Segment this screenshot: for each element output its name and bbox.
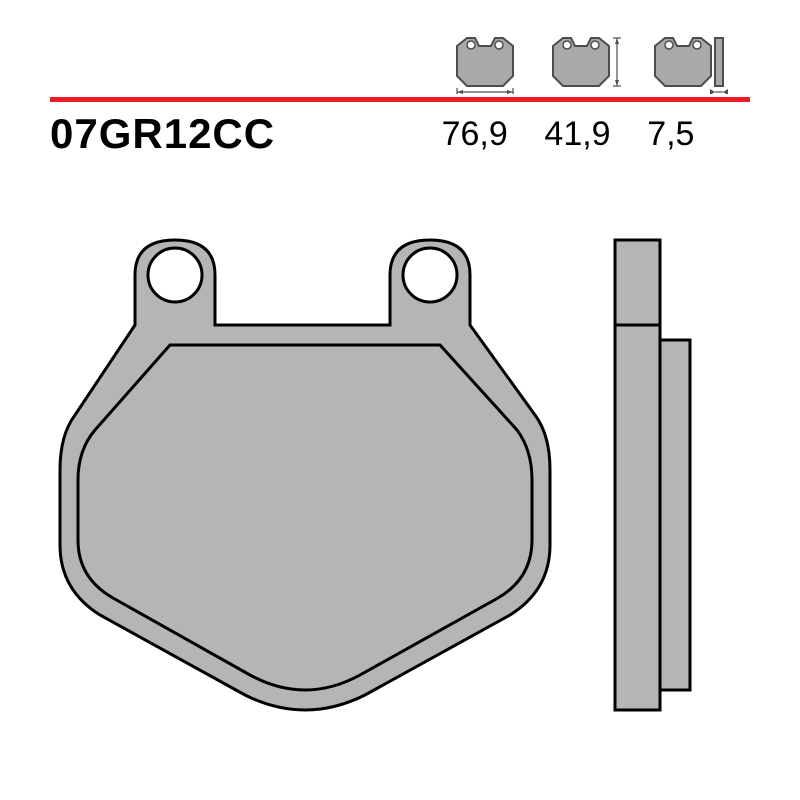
- technical-drawing: [50, 220, 750, 740]
- dimension-legend-icons: [445, 36, 739, 94]
- dim-thickness: 7,5: [647, 115, 750, 154]
- dim-height: 41,9: [544, 115, 647, 154]
- mount-hole-right: [403, 248, 457, 302]
- dim-width: 76,9: [442, 115, 545, 154]
- width-legend-icon: [445, 36, 525, 94]
- part-number: 07GR12CC: [50, 110, 442, 158]
- mount-hole-left: [148, 248, 202, 302]
- brake-pad-side-view: [615, 240, 690, 710]
- thickness-legend-icon: [649, 36, 739, 94]
- height-legend-icon: [547, 36, 627, 94]
- spec-row: 07GR12CC 76,9 41,9 7,5: [50, 110, 750, 158]
- brake-pad-backplate: [60, 240, 550, 710]
- accent-divider: [50, 97, 750, 102]
